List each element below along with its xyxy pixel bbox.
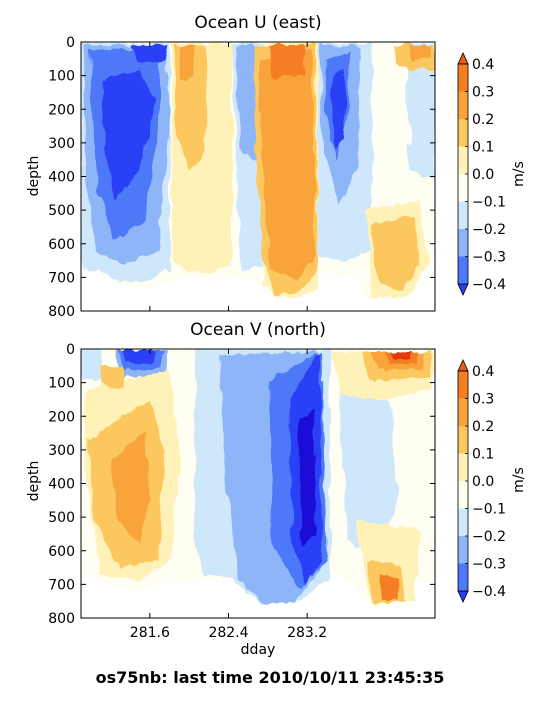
y-tick-label: 400: [48, 477, 75, 493]
panel-ocean-v: Ocean V (north): [26, 320, 527, 658]
colorbar-tick-label: 0.0: [472, 167, 494, 183]
colorbar-tick-label: 0.1: [472, 447, 494, 463]
colorbar: 0.4 0.3 0.2 0.1 0.0 −0.1 −0.2 −0.3 −0.4: [457, 359, 506, 603]
y-tick-label: 800: [48, 611, 75, 627]
contour-region: [180, 45, 196, 80]
colorbar-swatch: [458, 256, 468, 284]
colorbar-tick-label: 0.2: [472, 419, 494, 435]
colorbar-swatch: [458, 426, 468, 454]
panel-ocean-u: Ocean U (east): [26, 13, 527, 320]
y-tick-label: 100: [48, 69, 75, 85]
y-tick-label: 700: [48, 577, 75, 593]
colorbar-swatch: [458, 563, 468, 591]
y-tick-label: 600: [48, 237, 75, 253]
y-axis-label: depth: [26, 156, 42, 197]
colorbar-tick-label: −0.3: [472, 250, 506, 266]
contour-region: [236, 45, 258, 160]
contour-region: [102, 70, 155, 200]
contour-region: [260, 50, 315, 280]
colorbar-tick-label: −0.1: [472, 502, 506, 518]
contour-region: [390, 352, 410, 359]
colorbar-swatch: [458, 146, 468, 174]
y-tick-label: 200: [48, 409, 75, 425]
colorbar-swatch: [458, 201, 468, 229]
y-tick-label: 500: [48, 510, 75, 526]
y-tick-label: 100: [48, 376, 75, 392]
colorbar-extend-min: [457, 283, 469, 296]
y-tick-label: 300: [48, 443, 75, 459]
colorbar-swatch: [458, 119, 468, 147]
y-tick-label: 800: [48, 304, 75, 320]
colorbar-tick-label: 0.2: [472, 112, 494, 128]
contour-field: [81, 42, 435, 300]
x-axis-label: dday: [241, 642, 276, 658]
y-axis-label: depth: [26, 461, 42, 502]
colorbar-swatch: [458, 91, 468, 119]
contour-region: [132, 44, 168, 64]
contour-region: [338, 390, 398, 560]
y-tick-label: 400: [48, 170, 75, 186]
y-tick-label: 600: [48, 544, 75, 560]
colorbar-tick-label: −0.4: [472, 584, 506, 600]
colorbar-swatch: [458, 453, 468, 481]
colorbar-swatch: [458, 371, 468, 399]
contour-region: [405, 42, 435, 180]
y-tick-label: 0: [66, 342, 75, 358]
colorbar-label: m/s: [511, 161, 527, 187]
contour-region: [332, 70, 346, 150]
colorbar-tick-label: 0.4: [472, 364, 494, 380]
colorbar-label: m/s: [511, 467, 527, 493]
colorbar-extend-min: [457, 590, 469, 603]
colorbar-swatch: [458, 536, 468, 564]
colorbar-tick-label: 0.0: [472, 474, 494, 490]
x-tick-label: 283.2: [287, 625, 327, 641]
colorbar-swatch: [458, 174, 468, 202]
colorbar-tick-label: 0.4: [472, 57, 494, 73]
colorbar-tick-label: 0.3: [472, 85, 494, 101]
y-axis: 0 100 200 300 400 500 600 700 800: [48, 342, 435, 627]
contour-region: [380, 575, 398, 600]
x-tick-label: 281.6: [130, 625, 170, 641]
colorbar-extend-max: [457, 359, 469, 372]
colorbar-swatch: [458, 64, 468, 92]
y-tick-label: 700: [48, 270, 75, 286]
colorbar-tick-label: 0.1: [472, 140, 494, 156]
contour-region: [298, 410, 316, 545]
contour-region: [410, 44, 432, 60]
colorbar-swatch: [458, 398, 468, 426]
contour-field: [81, 349, 435, 605]
x-axis: 281.6 282.4 283.2: [130, 349, 327, 641]
colorbar-tick-label: −0.1: [472, 195, 506, 211]
contour-region: [270, 45, 305, 78]
contour-region: [122, 350, 155, 363]
colorbar-swatch: [458, 508, 468, 536]
colorbar: 0.4 0.3 0.2 0.1 0.0 −0.1 −0.2 −0.3 −0.4: [457, 52, 506, 296]
colorbar-tick-label: −0.2: [472, 529, 506, 545]
contour-region: [370, 215, 420, 292]
y-tick-label: 0: [66, 35, 75, 51]
colorbar-tick-label: −0.2: [472, 222, 506, 238]
x-axis: [149, 42, 308, 311]
y-axis: 0 100 200 300 400 500 600 700 800: [48, 35, 435, 320]
contour-region: [112, 430, 150, 545]
colorbar-tick-label: −0.4: [472, 277, 506, 293]
chart-title: Ocean V (north): [190, 320, 326, 340]
contour-region: [81, 349, 102, 380]
colorbar-swatch: [458, 481, 468, 509]
colorbar-extend-max: [457, 52, 469, 65]
colorbar-tick-label: 0.3: [472, 392, 494, 408]
x-tick-label: 282.4: [208, 625, 248, 641]
y-tick-label: 200: [48, 102, 75, 118]
y-tick-label: 500: [48, 203, 75, 219]
contour-region: [100, 365, 125, 388]
chart-title: Ocean U (east): [194, 13, 321, 33]
footer-title: os75nb: last time 2010/10/11 23:45:35: [96, 668, 445, 687]
y-tick-label: 300: [48, 136, 75, 152]
colorbar-swatch: [458, 229, 468, 257]
colorbar-tick-label: −0.3: [472, 557, 506, 573]
